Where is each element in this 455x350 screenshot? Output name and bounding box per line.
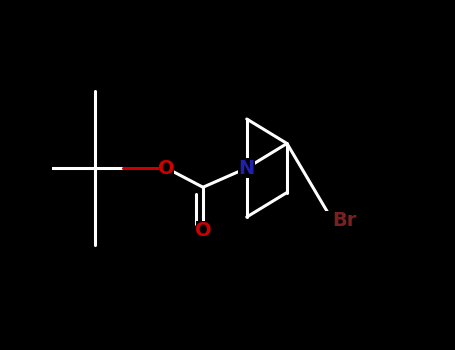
Text: O: O xyxy=(195,222,211,240)
Text: Br: Br xyxy=(333,211,357,230)
FancyBboxPatch shape xyxy=(159,158,174,178)
Text: O: O xyxy=(158,159,175,177)
Text: N: N xyxy=(238,159,255,177)
FancyBboxPatch shape xyxy=(196,222,210,241)
FancyBboxPatch shape xyxy=(238,158,255,178)
FancyBboxPatch shape xyxy=(322,211,343,230)
